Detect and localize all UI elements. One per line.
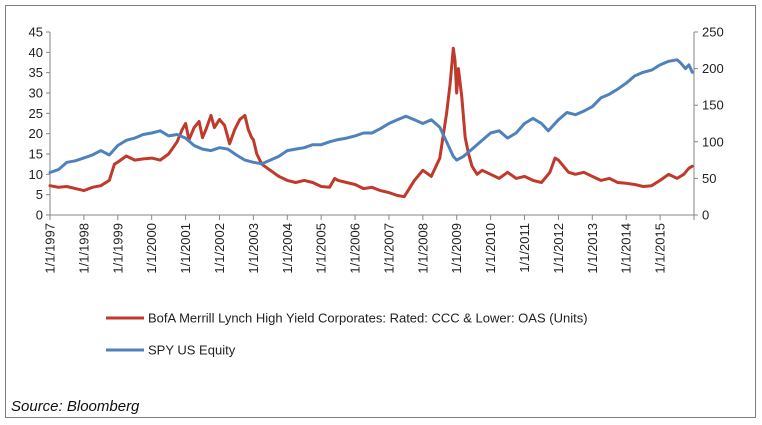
legend: BofA Merrill Lynch High Yield Corporates… [106,311,588,358]
x-tick-label: 1/1/2009 [449,223,464,274]
axes-layer: 0 5 10 15 20 25 30 35 40 45 0 50 100 150 200 250 1/1/199… [29,25,724,274]
x-tick-label: 1/1/2007 [381,223,396,274]
x-tick-label: 1/1/2015 [653,223,668,274]
x-tick-label: 1/1/2000 [144,223,159,274]
x-tick-label: 1/1/2003 [246,223,261,274]
left-y-tick-label: 10 [29,167,43,182]
right-y-tick-label: 100 [702,134,724,149]
x-tick-label: 1/1/1999 [110,223,125,274]
left-y-tick-label: 25 [29,106,43,121]
left-y-tick-label: 0 [36,208,43,223]
x-tick-label: 1/1/2001 [178,223,193,274]
x-tick-label: 1/1/2010 [483,223,498,274]
x-tick-label: 1/1/2008 [415,223,430,274]
x-tick-label: 1/1/2013 [585,223,600,274]
x-tick-label: 1/1/2012 [551,223,566,274]
x-tick-label: 1/1/2011 [517,223,532,273]
right-y-tick-label: 0 [702,208,709,223]
x-tick-label: 1/1/2006 [348,223,363,274]
right-y-tick-label: 250 [702,25,724,40]
dual-axis-line-chart: 0 5 10 15 20 25 30 35 40 45 0 50 100 150 200 250 1/1/199… [29,25,724,358]
x-tick-label: 1/1/2004 [280,223,295,274]
legend-label-ccc-oas: BofA Merrill Lynch High Yield Corporates… [148,311,588,326]
left-y-tick-label: 15 [29,147,43,162]
left-y-tick-label: 5 [36,187,43,202]
x-tick-label: 1/1/2005 [314,223,329,274]
x-tick-label: 1/1/1997 [43,223,58,274]
source-caption: Source: Bloomberg [11,398,140,415]
left-y-tick-label: 45 [29,25,43,40]
left-y-tick-label: 40 [29,45,43,60]
x-tick-label: 1/1/2002 [212,223,227,274]
figure-frame [5,5,756,418]
series-line-spy [48,58,694,174]
left-y-tick-label: 35 [29,65,43,80]
series-layer [48,46,694,199]
left-y-tick-label: 20 [29,126,43,141]
left-y-tick-label: 30 [29,86,43,101]
x-tick-label: 1/1/1998 [76,223,91,274]
x-tick-label: 1/1/2014 [619,223,634,274]
right-y-tick-label: 200 [702,61,724,76]
right-y-tick-label: 50 [702,171,716,186]
series-line-ccc-oas [48,46,694,199]
legend-label-spy: SPY US Equity [148,343,236,358]
right-y-tick-label: 150 [702,98,724,113]
